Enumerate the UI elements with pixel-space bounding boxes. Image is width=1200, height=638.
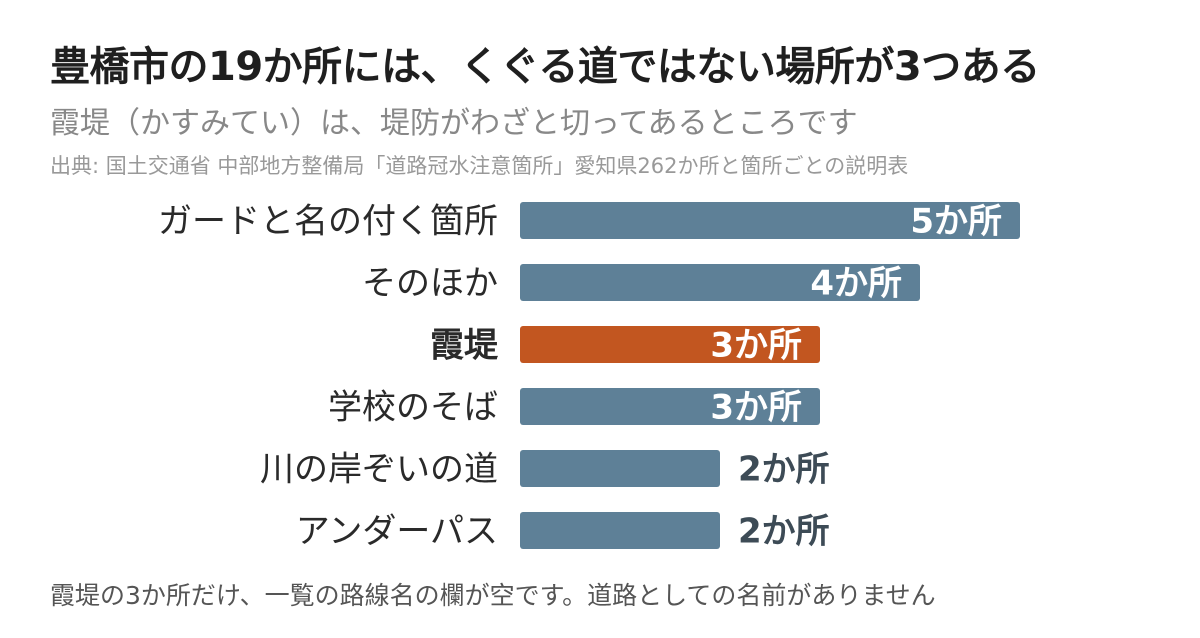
value-label: 2か所 [738,450,830,490]
value-label: 2か所 [738,512,830,552]
category-label: そのほか [362,264,498,304]
value-label: 3か所 [710,326,802,366]
category-label: アンダーパス [296,512,498,552]
bar [520,326,820,363]
bar [520,264,920,301]
category-label: ガードと名の付く箇所 [158,202,498,242]
chart-subtitle: 霞堤（かすみてい）は、堤防がわざと切ってあるところです [50,106,858,141]
bar [520,450,720,487]
category-label: 学校のそば [328,388,498,428]
chart-title: 豊橋市の19か所には、くぐる道ではない場所が3つある [50,44,1040,90]
bar [520,388,820,425]
bar [520,512,720,549]
category-label: 霞堤 [430,326,499,366]
source-note: 出典: 国土交通省 中部地方整備局「道路冠水注意箇所」愛知県262か所と箇所ごと… [50,154,909,178]
value-label: 4か所 [810,264,902,304]
category-label: 川の岸ぞいの道 [260,450,498,490]
footnote: 霞堤の3か所だけ、一覧の路線名の欄が空です。道路としての名前がありません [50,581,936,610]
value-label: 3か所 [710,388,802,428]
bar [520,202,1020,239]
value-label: 5か所 [910,202,1002,242]
